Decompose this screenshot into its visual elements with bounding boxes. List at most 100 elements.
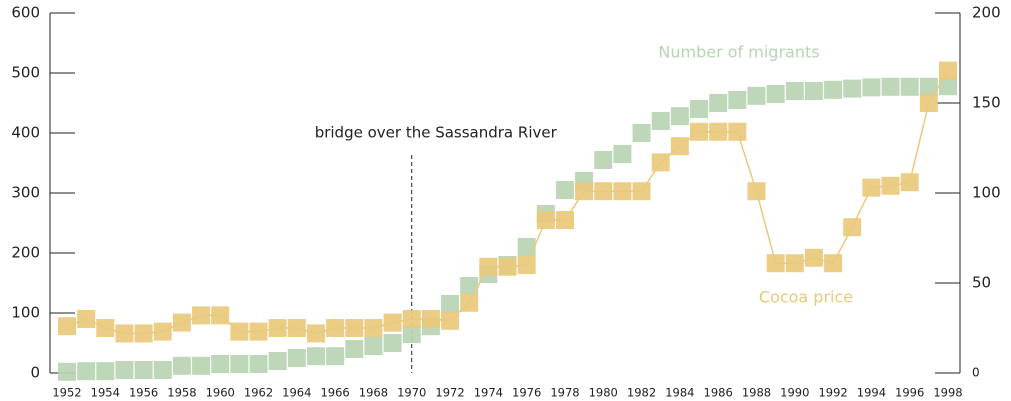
marker bbox=[402, 310, 421, 328]
marker bbox=[77, 310, 96, 328]
marker bbox=[632, 124, 651, 142]
marker bbox=[211, 306, 230, 325]
marker bbox=[594, 151, 613, 169]
marker bbox=[345, 319, 364, 337]
marker bbox=[670, 137, 689, 156]
marker bbox=[766, 85, 785, 103]
marker bbox=[287, 319, 306, 337]
x-tick-label: 1992 bbox=[818, 386, 847, 400]
marker bbox=[230, 322, 249, 341]
marker bbox=[383, 334, 402, 352]
x-tick-label: 1998 bbox=[933, 386, 962, 400]
y2-tick-label: 200 bbox=[972, 4, 1001, 22]
marker bbox=[881, 176, 900, 195]
marker bbox=[555, 211, 574, 229]
marker bbox=[115, 361, 134, 379]
marker bbox=[268, 319, 287, 337]
x-tick-label: 1966 bbox=[320, 386, 349, 400]
marker bbox=[728, 122, 747, 141]
marker bbox=[306, 347, 325, 366]
marker bbox=[824, 80, 843, 99]
marker bbox=[58, 362, 76, 381]
marker bbox=[479, 257, 498, 276]
marker bbox=[326, 347, 345, 366]
marker bbox=[785, 254, 804, 273]
marker bbox=[862, 78, 881, 97]
marker bbox=[249, 355, 268, 373]
marker bbox=[785, 82, 804, 100]
marker bbox=[651, 153, 670, 172]
marker bbox=[402, 325, 421, 343]
marker bbox=[441, 311, 460, 330]
marker bbox=[268, 352, 287, 370]
marker bbox=[326, 319, 345, 337]
marker bbox=[192, 306, 211, 325]
x-tick-label: 1952 bbox=[52, 386, 81, 400]
x-tick-label: 1972 bbox=[435, 386, 464, 400]
x-tick-label: 1968 bbox=[359, 386, 388, 400]
marker bbox=[115, 324, 134, 343]
marker bbox=[134, 361, 153, 379]
series-label: Number of migrants bbox=[658, 43, 819, 62]
marker bbox=[747, 86, 766, 105]
y-tick-label: 600 bbox=[11, 4, 40, 22]
marker bbox=[172, 356, 191, 375]
marker bbox=[134, 324, 153, 343]
marker bbox=[594, 182, 613, 201]
y-tick-label: 0 bbox=[30, 364, 40, 382]
marker bbox=[211, 355, 230, 373]
marker bbox=[900, 77, 919, 96]
marker bbox=[153, 322, 172, 341]
marker bbox=[172, 313, 191, 332]
marker bbox=[345, 340, 364, 358]
marker bbox=[651, 112, 670, 130]
marker bbox=[153, 361, 172, 379]
marker bbox=[364, 319, 383, 337]
y-tick-label: 300 bbox=[11, 184, 40, 202]
x-tick-label: 1964 bbox=[282, 386, 311, 400]
x-tick-label: 1974 bbox=[474, 386, 503, 400]
x-tick-label: 1996 bbox=[895, 386, 924, 400]
annotation: bridge over the Sassandra River bbox=[315, 124, 558, 142]
x-tick-label: 1980 bbox=[589, 386, 618, 400]
x-tick-label: 1960 bbox=[206, 386, 235, 400]
x-tick-label: 1984 bbox=[665, 386, 694, 400]
marker bbox=[747, 182, 766, 201]
y-tick-label: 100 bbox=[11, 304, 40, 322]
x-tick-label: 1954 bbox=[91, 386, 120, 400]
y2-tick-label: 100 bbox=[972, 184, 1001, 202]
marker bbox=[441, 295, 460, 313]
y2-tick-label: 0 bbox=[972, 366, 980, 380]
marker bbox=[939, 61, 957, 80]
marker bbox=[575, 182, 594, 201]
marker bbox=[96, 319, 115, 337]
marker bbox=[728, 91, 747, 109]
marker bbox=[766, 254, 785, 273]
marker bbox=[460, 293, 479, 312]
x-tick-label: 1958 bbox=[167, 386, 196, 400]
marker bbox=[287, 349, 306, 367]
marker bbox=[230, 355, 249, 373]
x-tick-label: 1990 bbox=[780, 386, 809, 400]
marker bbox=[306, 324, 325, 343]
y-tick-label: 200 bbox=[11, 244, 40, 262]
marker bbox=[900, 173, 919, 192]
marker bbox=[517, 238, 536, 256]
marker bbox=[460, 277, 479, 295]
x-tick-label: 1976 bbox=[512, 386, 541, 400]
marker bbox=[517, 256, 536, 274]
y-tick-label: 400 bbox=[11, 124, 40, 142]
x-tick-label: 1994 bbox=[857, 386, 886, 400]
marker bbox=[670, 107, 689, 126]
y2-tick-label: 50 bbox=[972, 274, 991, 292]
marker bbox=[804, 248, 823, 267]
marker bbox=[690, 100, 709, 118]
marker bbox=[939, 77, 957, 96]
marker bbox=[862, 178, 881, 197]
marker bbox=[690, 122, 709, 141]
marker bbox=[843, 218, 862, 237]
marker bbox=[881, 77, 900, 96]
marker bbox=[613, 145, 632, 163]
marker bbox=[383, 313, 402, 332]
